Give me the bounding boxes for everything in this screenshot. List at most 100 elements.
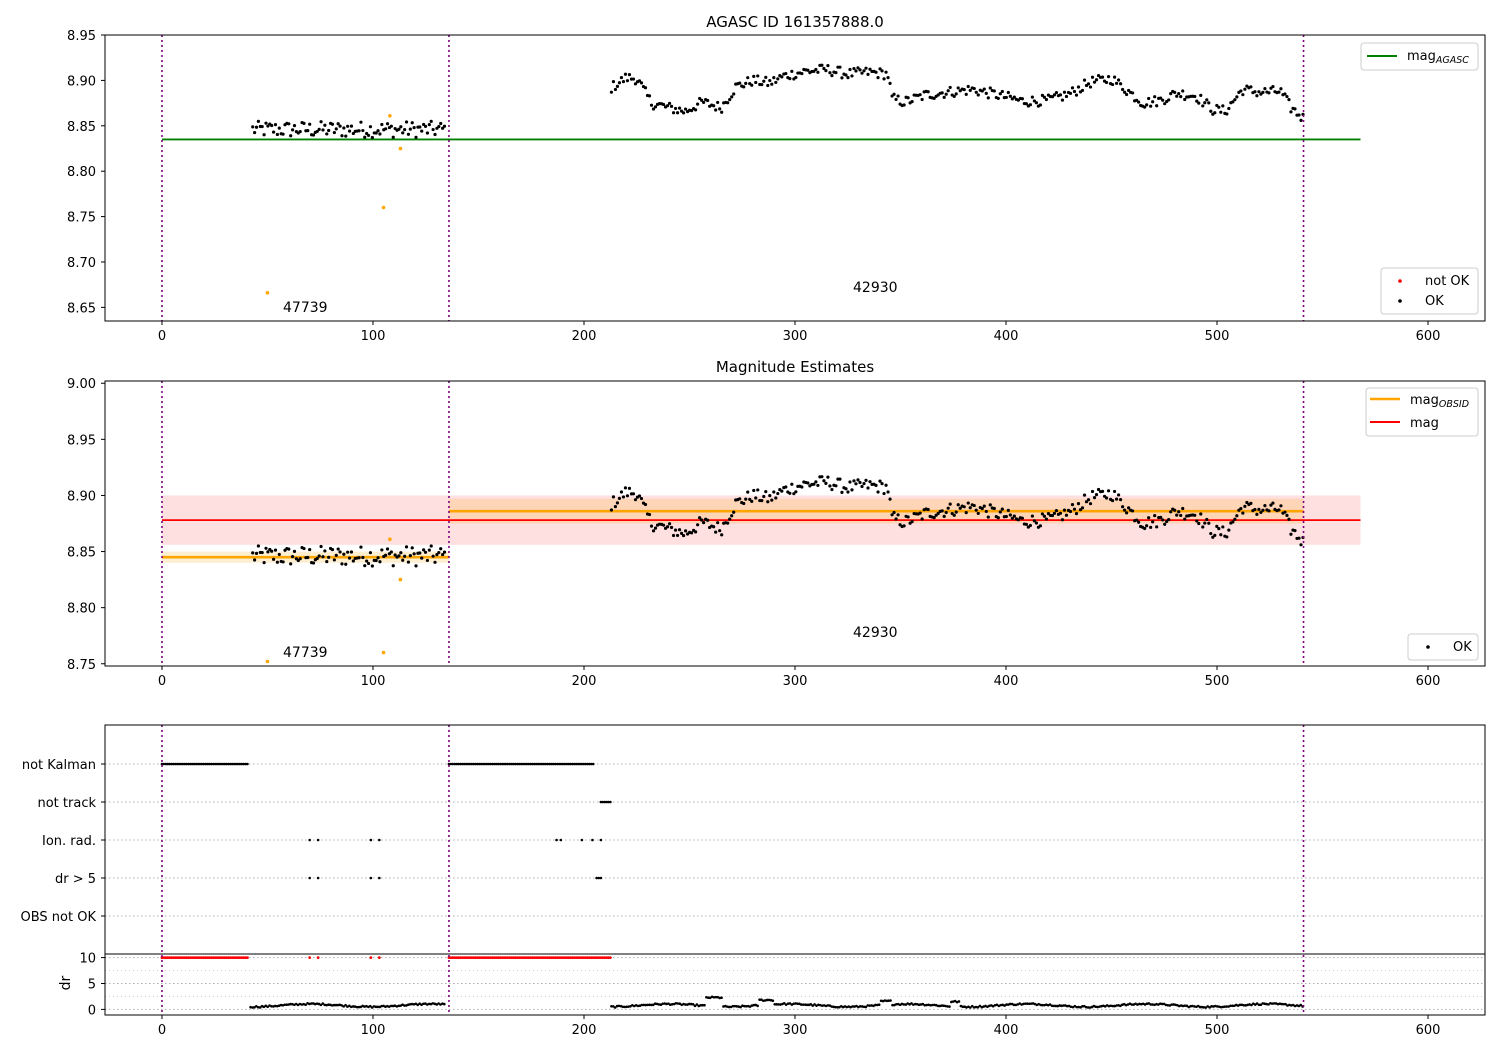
ok-point	[347, 556, 352, 560]
ok-point	[633, 82, 638, 86]
ok-point	[1263, 504, 1267, 508]
y-tick-label: 8.80	[67, 602, 96, 617]
ok-point	[332, 130, 336, 135]
ok-point	[954, 92, 958, 96]
ok-point	[830, 487, 834, 492]
panel1-title: AGASC ID 161357888.0	[706, 13, 884, 31]
ok-point	[982, 87, 986, 91]
ok-point	[1193, 513, 1197, 517]
flag-point	[559, 838, 563, 842]
ok-point	[277, 552, 281, 557]
ok-point	[1076, 85, 1081, 89]
dr-point	[855, 1004, 858, 1008]
ok-point	[351, 131, 355, 136]
ok-point	[1199, 512, 1203, 516]
dr-point	[1267, 1003, 1270, 1006]
ok-point	[298, 129, 302, 134]
ok-point	[665, 525, 670, 529]
flag-row-label: Ion. rad.	[42, 834, 96, 849]
dr-point	[251, 1006, 254, 1009]
ok-point	[1283, 510, 1287, 514]
ok-point	[667, 522, 672, 526]
dr-point	[851, 1005, 854, 1008]
flag-point	[546, 762, 549, 766]
dr-point	[253, 1006, 256, 1009]
dr-point	[678, 1002, 682, 1005]
ok-point	[760, 82, 764, 87]
dr-point	[836, 1005, 839, 1009]
flag-point	[185, 762, 188, 766]
dr-clipped-point	[369, 956, 373, 959]
ok-point	[425, 131, 430, 135]
flag-point	[483, 762, 487, 766]
dr-point	[1065, 1004, 1069, 1008]
dr-point	[625, 1005, 628, 1009]
dr-clipped-point	[246, 956, 249, 959]
ok-point	[1131, 91, 1135, 95]
ok-point	[1159, 96, 1163, 100]
ok-point	[894, 517, 898, 521]
ok-point	[926, 90, 930, 94]
flag-point	[208, 762, 211, 766]
ok-point	[1267, 91, 1271, 95]
flag-point	[491, 762, 494, 766]
dr-point	[370, 1006, 374, 1009]
ok-point	[1050, 513, 1055, 518]
ok-point	[1143, 105, 1147, 109]
ok-point	[814, 67, 818, 72]
dr-point	[1196, 1004, 1200, 1008]
ok-point	[826, 63, 830, 68]
flag-row-label: not Kalman	[22, 758, 96, 773]
flag-point	[481, 762, 485, 766]
ok-point	[694, 108, 698, 112]
dr-point	[648, 1003, 651, 1007]
ok-point	[1012, 95, 1016, 99]
dr-point	[644, 1003, 647, 1007]
dr-point	[946, 1005, 949, 1008]
ok-point	[944, 510, 948, 515]
ok-point	[1285, 513, 1289, 517]
ok-point	[1271, 501, 1275, 505]
dr-point	[1054, 1004, 1058, 1008]
dr-point	[957, 1000, 961, 1003]
ok-point	[984, 91, 988, 95]
x-tick-label: 300	[783, 1023, 808, 1038]
dr-point	[610, 1004, 613, 1008]
dr-point	[344, 1003, 347, 1007]
dr-point	[279, 1003, 283, 1007]
dr-point	[826, 1004, 830, 1007]
ok-point	[902, 103, 906, 107]
ok-point	[1201, 525, 1205, 529]
flag-point	[504, 762, 508, 766]
flag-point	[459, 762, 462, 766]
svg-text:magAGASC: magAGASC	[1407, 49, 1469, 66]
dr-point	[718, 996, 721, 1000]
ok-point	[1199, 93, 1203, 97]
dr-point	[948, 1005, 951, 1008]
dr-point	[357, 1005, 361, 1009]
flag-point	[540, 762, 544, 766]
ok-point	[1261, 90, 1265, 94]
ok-point	[762, 79, 766, 83]
flag-point	[213, 762, 217, 766]
dr-point	[756, 1004, 759, 1008]
dr-point	[327, 1003, 330, 1007]
ok-point	[1219, 533, 1223, 537]
dr-point	[676, 1002, 680, 1005]
flag-point	[512, 762, 515, 766]
ok-point	[281, 132, 285, 136]
ok-point	[1000, 507, 1004, 511]
ok-point	[788, 77, 792, 81]
ok-point	[332, 558, 336, 562]
dr-point	[1271, 1002, 1274, 1005]
ok-point	[886, 490, 890, 494]
ok-point	[256, 544, 261, 548]
ok-point	[862, 69, 866, 73]
dr-point	[427, 1002, 431, 1006]
flag-point	[553, 762, 557, 766]
dr-point	[1189, 1004, 1192, 1008]
ok-point	[840, 490, 844, 494]
ok-point	[639, 496, 644, 501]
ok-point	[1163, 102, 1167, 106]
ok-point	[1062, 508, 1067, 512]
